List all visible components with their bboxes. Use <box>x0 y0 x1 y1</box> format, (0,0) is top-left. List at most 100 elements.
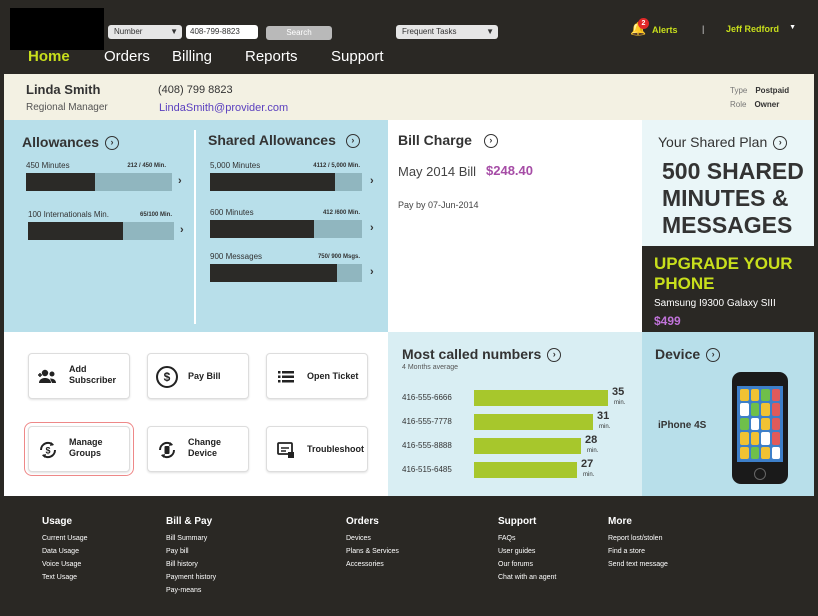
search-type-select[interactable]: Number ▼ <box>108 25 182 39</box>
allowances-title[interactable]: Allowances › <box>22 134 120 151</box>
footer-link[interactable]: Plans & Services <box>346 548 399 555</box>
account-role-label: Role <box>730 100 747 109</box>
bill-panel: Bill Charge › May 2014 Bill $248.40 Pay b… <box>388 120 642 332</box>
pay-bill-button[interactable]: $ Pay Bill <box>147 353 249 399</box>
footer-link[interactable]: FAQs <box>498 535 516 542</box>
customer-phone: (408) 799 8823 <box>158 84 233 96</box>
footer-link[interactable]: Payment history <box>166 574 217 581</box>
account-role-value: Owner <box>754 100 780 109</box>
usage-bar-fill <box>26 173 95 191</box>
manage-groups-button[interactable]: $ Manage Groups <box>24 422 134 476</box>
usage-label: 600 Minutes <box>210 208 254 217</box>
brand-logo[interactable] <box>10 8 104 50</box>
footer-link[interactable]: Devices <box>346 535 371 542</box>
usage-label: 900 Messages <box>210 252 263 261</box>
account-role: Role Owner <box>730 100 779 109</box>
footer-link[interactable]: Current Usage <box>42 535 88 542</box>
called-minutes-bar <box>474 414 593 430</box>
open-ticket-button[interactable]: Open Ticket <box>266 353 368 399</box>
chevron-right-icon[interactable]: › <box>370 266 374 278</box>
nav-support[interactable]: Support <box>331 48 384 65</box>
usage-label: 5,000 Minutes <box>210 161 261 170</box>
usage-count: 750/ 900 Msgs. <box>317 254 360 260</box>
user-menu[interactable]: Jeff Redford ▼ <box>726 24 796 34</box>
footer-heading: Orders <box>346 516 379 527</box>
footer-link[interactable]: Find a store <box>608 548 645 555</box>
nav-reports[interactable]: Reports <box>245 48 298 65</box>
called-minutes-bar <box>474 438 581 454</box>
frequent-tasks-select[interactable]: Frequent Tasks ▼ <box>396 25 498 39</box>
change-device-button[interactable]: Change Device <box>147 426 249 472</box>
shared-plan-title[interactable]: Your Shared Plan › <box>658 134 788 151</box>
alert-count-badge: 2 <box>638 18 649 29</box>
footer-link[interactable]: Bill history <box>166 561 198 568</box>
shared-allowances-title-text: Shared Allowances <box>208 132 336 148</box>
upgrade-promo[interactable]: UPGRADE YOUR PHONE Samsung I9300 Galaxy … <box>642 246 814 332</box>
nav-home[interactable]: Home <box>28 48 70 65</box>
change-device-icon <box>156 439 178 461</box>
footer-link[interactable]: Chat with an agent <box>498 574 557 581</box>
chevron-right-circle-icon: › <box>773 136 788 151</box>
device-panel: Device › iPhone 4S <box>642 332 814 496</box>
search-button[interactable]: Search <box>266 26 332 40</box>
search-type-value: Number <box>114 27 143 36</box>
called-minutes-unit: min. <box>587 448 599 454</box>
footer-link[interactable]: Pay bill <box>166 548 189 555</box>
bill-charge-title[interactable]: Bill Charge › <box>398 132 498 149</box>
troubleshoot-button[interactable]: Troubleshoot <box>266 426 368 472</box>
open-ticket-label: Open Ticket <box>307 371 359 381</box>
caret-down-icon: ▼ <box>789 24 796 31</box>
shared-allowances-title[interactable]: Shared Allowances › <box>208 132 360 149</box>
nav-billing[interactable]: Billing <box>172 48 213 65</box>
usage-count: 4112 / 5,000 Min. <box>313 163 360 169</box>
most-called-title[interactable]: Most called numbers › <box>402 346 562 363</box>
svg-text:$: $ <box>45 446 50 456</box>
footer-link[interactable]: Voice Usage <box>42 561 82 568</box>
called-number: 416-555-7778 <box>402 417 452 426</box>
search-input[interactable] <box>186 25 258 39</box>
users-icon <box>37 366 59 388</box>
device-title[interactable]: Device › <box>655 346 721 363</box>
usage-bar <box>26 173 172 191</box>
footer-heading: Bill & Pay <box>166 516 213 527</box>
footer-link[interactable]: Data Usage <box>42 548 79 555</box>
bill-amount: $248.40 <box>486 163 533 178</box>
chevron-right-icon[interactable]: › <box>178 175 182 187</box>
usage-bar-fill <box>210 264 337 282</box>
chevron-right-icon[interactable]: › <box>370 222 374 234</box>
customer-role: Regional Manager <box>26 102 108 113</box>
phone-screen <box>737 386 783 462</box>
list-icon <box>275 366 297 388</box>
add-subscriber-button[interactable]: Add Subscriber <box>28 353 130 399</box>
footer-link[interactable]: Text Usage <box>42 574 78 581</box>
usage-bar-fill <box>210 220 315 238</box>
usage-count: 65/100 Min. <box>139 212 172 218</box>
footer-link[interactable]: Our forums <box>498 561 534 568</box>
footer-link[interactable]: Send text message <box>608 561 668 568</box>
footer-link[interactable]: Pay-means <box>166 587 202 594</box>
chevron-right-icon[interactable]: › <box>370 175 374 187</box>
footer-link[interactable]: Report lost/stolen <box>608 535 663 542</box>
shared-plan-title-text: Your Shared Plan <box>658 134 768 150</box>
troubleshoot-label: Troubleshoot <box>307 444 364 454</box>
manage-groups-icon: $ <box>37 439 59 461</box>
chevron-right-icon[interactable]: › <box>180 224 184 236</box>
footer-link[interactable]: Bill Summary <box>166 535 208 542</box>
most-called-subtitle: 4 Months average <box>402 364 459 371</box>
footer-link[interactable]: User guides <box>498 548 536 555</box>
called-number: 416-555-6666 <box>402 393 452 402</box>
footer-col-usage: Usage Current Usage Data Usage Voice Usa… <box>42 516 88 584</box>
dollar-icon: $ <box>156 366 178 388</box>
nav-orders[interactable]: Orders <box>104 48 150 65</box>
customer-email-link[interactable]: LindaSmith@provider.com <box>159 102 289 114</box>
add-subscriber-label: Add Subscriber <box>69 364 117 385</box>
device-phone-image <box>732 372 788 484</box>
user-name: Jeff Redford <box>726 24 780 34</box>
shared-plan-panel: Your Shared Plan › 500 SHARED MINUTES & M… <box>642 120 814 246</box>
site-footer: Usage Current Usage Data Usage Voice Usa… <box>4 500 814 612</box>
called-minutes-bar <box>474 462 577 478</box>
footer-link[interactable]: Accessories <box>346 561 384 568</box>
usage-label: 450 Minutes <box>26 161 70 170</box>
usage-count: 212 / 450 Min. <box>127 163 166 169</box>
panel-divider <box>194 130 196 324</box>
